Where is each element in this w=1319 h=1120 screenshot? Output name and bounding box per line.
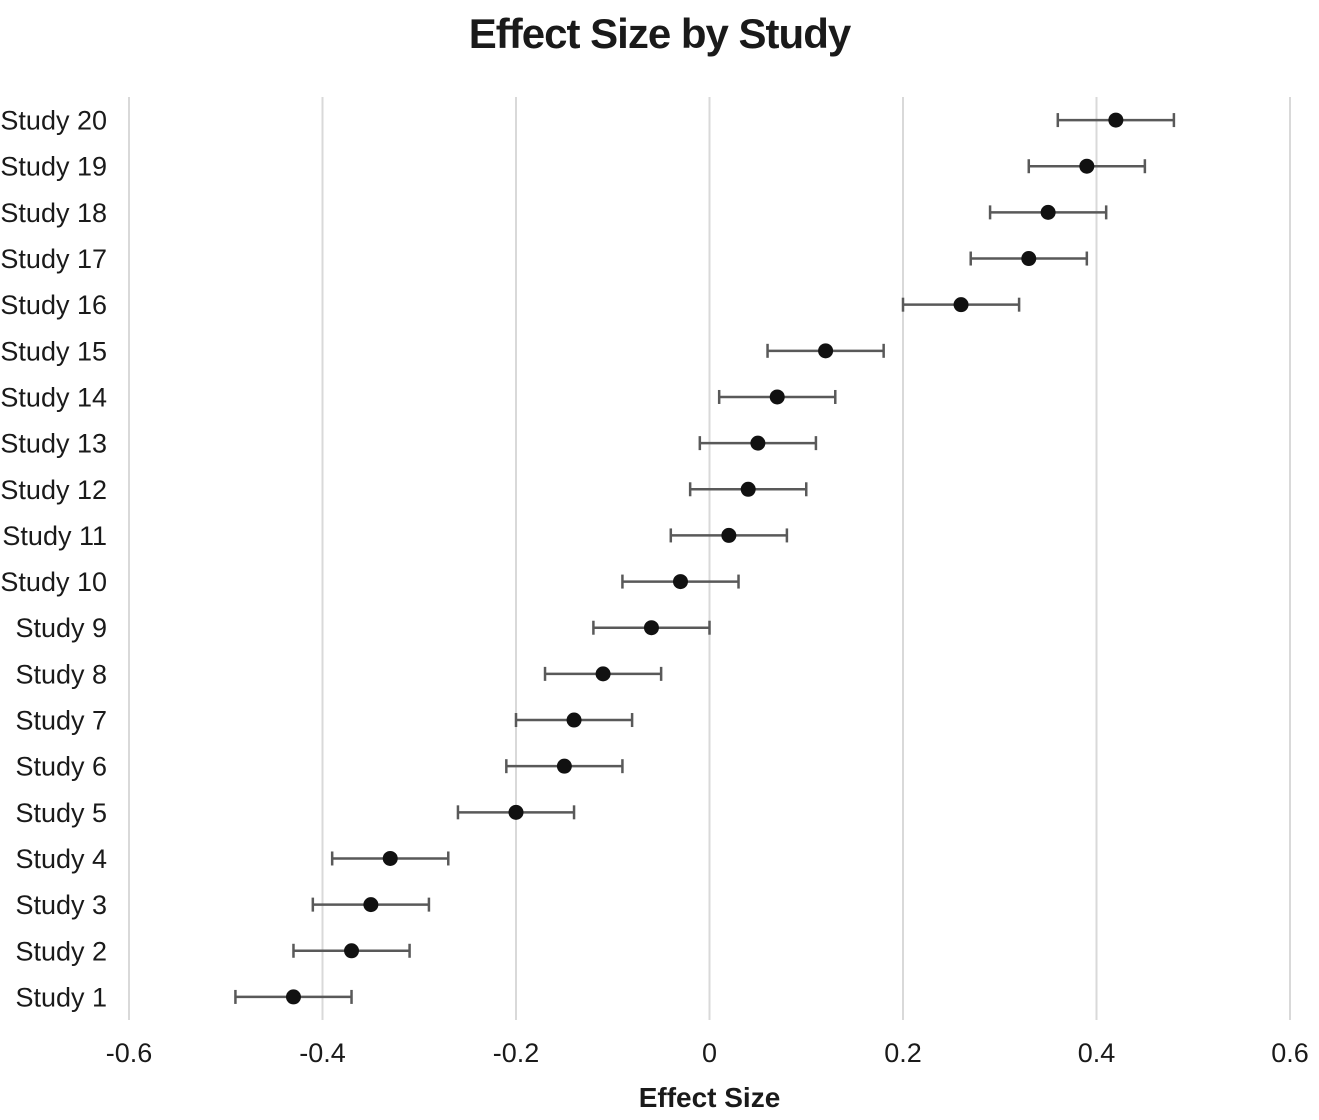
data-point-study-12 <box>740 481 756 497</box>
y-axis-label-study-7: Study 7 <box>15 706 107 736</box>
data-point-study-18 <box>1040 204 1056 220</box>
data-point-study-17 <box>1021 251 1037 267</box>
y-axis-label-study-9: Study 9 <box>15 613 107 643</box>
data-point-study-19 <box>1079 158 1095 174</box>
chart-title: Effect Size by Study <box>468 10 851 57</box>
data-point-study-7 <box>566 712 582 728</box>
y-axis-label-study-11: Study 11 <box>2 521 107 551</box>
data-point-study-11 <box>721 527 737 543</box>
y-axis-label-study-12: Study 12 <box>0 475 107 505</box>
y-axis-label-study-8: Study 8 <box>15 659 107 689</box>
data-point-study-2 <box>344 943 360 959</box>
y-axis-label-study-6: Study 6 <box>15 752 107 782</box>
y-axis-label-study-18: Study 18 <box>0 198 107 228</box>
y-axis-label-study-5: Study 5 <box>15 798 107 828</box>
data-point-study-6 <box>556 758 572 774</box>
x-axis-title: Effect Size <box>638 1082 781 1113</box>
y-axis-label-study-2: Study 2 <box>15 936 107 966</box>
y-axis-label-study-16: Study 16 <box>0 290 107 320</box>
y-axis-label-study-3: Study 3 <box>15 890 107 920</box>
x-tick-label-0.2: 0.2 <box>884 1038 922 1068</box>
x-tick-label-0.4: 0.4 <box>1078 1038 1116 1068</box>
y-axis-label-study-1: Study 1 <box>15 982 107 1012</box>
data-point-study-8 <box>595 666 611 682</box>
y-axis-label-study-19: Study 19 <box>0 152 107 182</box>
x-tick-label-0: 0 <box>702 1038 717 1068</box>
data-point-study-4 <box>382 850 398 866</box>
x-tick-label--0.4: -0.4 <box>299 1038 346 1068</box>
y-axis-label-study-17: Study 17 <box>0 244 107 274</box>
y-axis-label-study-20: Study 20 <box>0 106 107 136</box>
data-point-study-16 <box>953 297 969 313</box>
y-axis-label-study-4: Study 4 <box>15 844 107 874</box>
x-tick-label--0.2: -0.2 <box>493 1038 540 1068</box>
y-axis-label-study-14: Study 14 <box>0 382 107 412</box>
x-tick-label-0.6: 0.6 <box>1271 1038 1309 1068</box>
data-point-study-10 <box>672 574 688 590</box>
y-axis-label-study-15: Study 15 <box>0 336 107 366</box>
data-point-study-15 <box>818 343 834 359</box>
data-point-study-5 <box>508 804 524 820</box>
data-point-study-3 <box>363 897 379 913</box>
x-tick-label--0.6: -0.6 <box>106 1038 153 1068</box>
data-point-study-13 <box>750 435 766 451</box>
y-axis-label-study-10: Study 10 <box>0 567 107 597</box>
data-point-study-20 <box>1108 112 1124 128</box>
data-point-study-14 <box>769 389 785 405</box>
data-point-study-1 <box>285 989 301 1005</box>
data-point-study-9 <box>643 620 659 636</box>
y-axis-label-study-13: Study 13 <box>0 429 107 459</box>
